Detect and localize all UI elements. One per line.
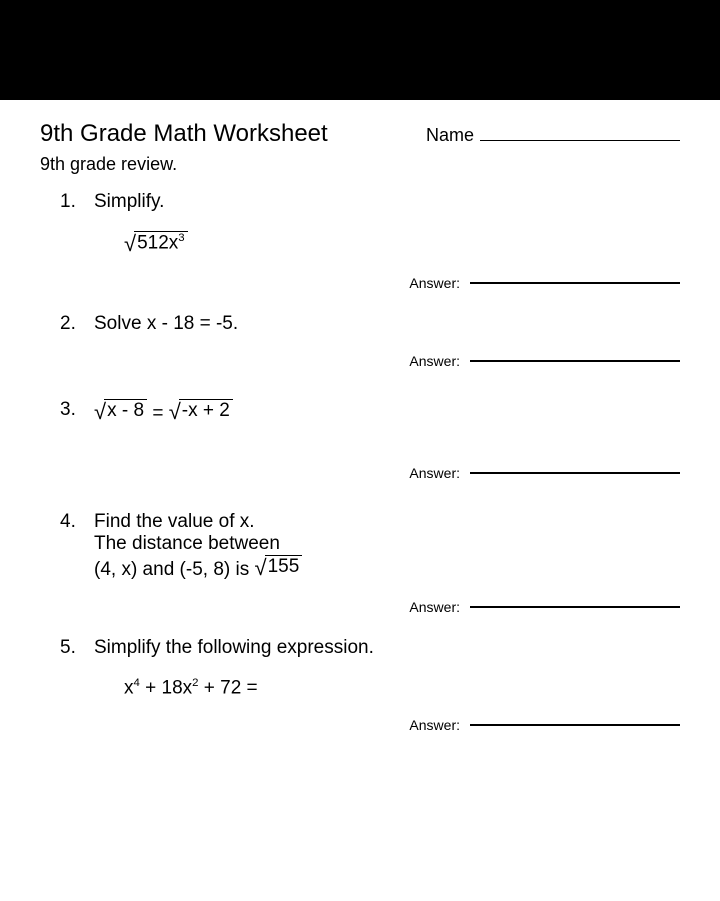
problem-4: 4. Find the value of x. The distance bet… xyxy=(60,511,680,581)
name-field: Name xyxy=(426,125,680,146)
problem-2: 2. Solve x - 18 = -5. xyxy=(60,313,680,335)
problem-number: 4. xyxy=(60,511,76,533)
answer-row-2: Answer: xyxy=(40,353,680,369)
answer-label: Answer: xyxy=(409,717,460,733)
answer-row-3: Answer: xyxy=(40,465,680,481)
answer-blank-line[interactable] xyxy=(470,724,680,726)
problem-3: 3. √ x - 8 = √ -x + 2 xyxy=(60,399,680,425)
answer-row-1: Answer: xyxy=(40,275,680,291)
problem-equation: x - 18 = -5. xyxy=(147,313,238,334)
problem-number: 2. xyxy=(60,313,76,335)
answer-label: Answer: xyxy=(409,465,460,481)
page-title: 9th Grade Math Worksheet xyxy=(40,120,328,148)
problem-prompt: Simplify. xyxy=(94,191,680,213)
problem-5: 5. Simplify the following expression. x4… xyxy=(60,637,680,699)
header: 9th Grade Math Worksheet Name xyxy=(40,120,680,148)
problem-prompt: Simplify the following expression. xyxy=(94,637,680,659)
answer-blank-line[interactable] xyxy=(470,472,680,474)
problem-number: 5. xyxy=(60,637,76,659)
problem-number: 1. xyxy=(60,191,76,213)
answer-label: Answer: xyxy=(409,353,460,369)
subtitle: 9th grade review. xyxy=(40,154,680,175)
name-label: Name xyxy=(426,125,474,146)
worksheet-page: 9th Grade Math Worksheet Name 9th grade … xyxy=(0,100,720,901)
answer-blank-line[interactable] xyxy=(470,282,680,284)
problem-expression: x4 + 18x2 + 72 = xyxy=(124,677,680,699)
answer-label: Answer: xyxy=(409,275,460,291)
answer-row-5: Answer: xyxy=(40,717,680,733)
answer-label: Answer: xyxy=(409,599,460,615)
answer-row-4: Answer: xyxy=(40,599,680,615)
problem-line1: Find the value of x. xyxy=(94,511,680,533)
problem-expression: √ 512x3 xyxy=(124,231,680,257)
problem-line3: (4, x) and (-5, 8) is √155 xyxy=(94,555,680,581)
problem-expression: √ x - 8 = √ -x + 2 xyxy=(94,399,680,425)
name-blank-line[interactable] xyxy=(480,140,680,141)
problem-1: 1. Simplify. √ 512x3 xyxy=(60,191,680,257)
answer-blank-line[interactable] xyxy=(470,606,680,608)
answer-blank-line[interactable] xyxy=(470,360,680,362)
problem-line2: The distance between xyxy=(94,533,680,555)
problem-number: 3. xyxy=(60,399,76,421)
problem-prompt-pre: Solve xyxy=(94,313,147,334)
